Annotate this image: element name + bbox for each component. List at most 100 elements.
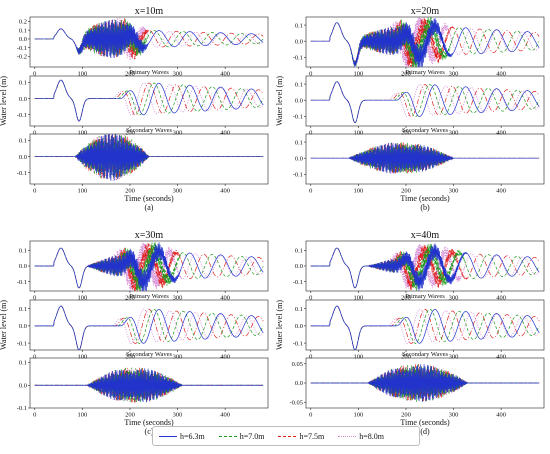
y-tick-label: 0.2 [19,19,27,26]
x-tick-label: 400 [496,354,506,361]
x-tick-label: 200 [125,71,135,78]
x-tick-label: 300 [449,295,459,302]
subplot-b-2: Secondary Waves -0.1 0.0 0.1 0 100 200 300 400 [293,127,545,195]
series-line-h=8.0m [310,305,540,350]
panel-caption: (d) [420,427,430,436]
series-line-h=6.3m [310,17,540,67]
panel-title: x=40m [411,230,440,241]
y-tick-label: 0.1 [295,139,303,146]
subplot-a-1: Primary Waves -0.1 0.0 0.1 0 100 200 300 400 [17,69,269,137]
x-tick-label: 400 [220,412,230,419]
x-tick-label: 0 [33,295,36,302]
legend-label: h=7.5m [299,431,325,441]
y-tick-label: -0.1 [293,114,303,121]
legend-item-h75: h=7.5m [278,432,324,441]
subplot-c-0: -0.1 0.0 0.1 0 100 200 300 400 [17,240,269,302]
x-tick-label: 400 [496,71,506,78]
subplot-label: Primary Waves [129,293,169,300]
legend: h=6.3m h=7.0m h=7.5m h=8.0m [152,426,420,446]
x-tick-label: 200 [401,130,411,137]
panel-title: x=10m [135,6,164,17]
x-tick-label: 0 [309,188,312,195]
x-axis-label: Time (seconds) [400,194,450,203]
x-axis-label: Time (seconds) [124,194,174,203]
subplot-label: Secondary Waves [402,127,449,134]
x-tick-label: 0 [33,188,36,195]
y-tick-label: 0.1 [19,306,27,313]
panel-a: x=10m-0.2-0.10.00.10.20 100 200 300 400Prima… [0,6,269,212]
series-line-h=6.3m [34,134,264,181]
panel-caption: (c) [145,427,154,436]
x-tick-label: 300 [173,295,183,302]
plot-frame [305,299,545,351]
subplot-d-1: Primary Waves -0.1 0.0 0.1 0 100 200 300 400 [293,293,545,361]
subplot-label: Primary Waves [129,69,169,76]
legend-swatch [278,435,297,437]
y-tick-label: 0.1 [19,138,27,145]
legend-label: h=8.0m [359,431,384,441]
subplot-label: Secondary Waves [126,127,173,134]
panel-caption: (b) [420,203,430,212]
y-tick-label: 0.0 [295,263,303,270]
subplot-d-2: Secondary Waves -0.05 0.0 0.05 0 100 200 300 400 [289,351,545,419]
y-tick-label: -0.1 [17,45,27,52]
subplot-c-2: Secondary Waves -0.1 0.0 0.1 0 100 200 300 400 [17,351,269,419]
subplot-b-1: Primary Waves -0.1 0.0 0.1 0 100 200 300 400 [293,69,545,137]
plot-frame [305,75,545,127]
series-line-h=7.5m [34,18,264,60]
x-tick-label: 300 [173,412,183,419]
y-tick-label: 0.1 [19,27,27,34]
x-axis-label: Time (seconds) [400,418,450,427]
x-tick-label: 300 [173,71,183,78]
x-tick-label: 100 [77,71,87,78]
x-tick-label: 300 [173,130,183,137]
x-tick-label: 100 [77,188,87,195]
series-line-h=6.3m [34,19,264,59]
x-tick-label: 100 [77,412,87,419]
panel-title: x=20m [411,6,440,17]
y-tick-label: 0.0 [19,96,27,103]
y-axis-label: Water level (m) [0,300,8,350]
y-tick-label: 0.1 [19,360,27,367]
y-tick-label: 0.0 [19,154,27,161]
series-line-h=7.0m [34,134,264,180]
panel-c: x=30m -0.1 0.0 0.1 0 100 200 300 400 Primary Wave… [0,230,269,436]
panel-title: x=30m [135,230,164,241]
legend-label: h=7.0m [239,431,265,441]
y-tick-label: -0.05 [289,399,303,406]
y-tick-label: 0.0 [19,323,27,330]
y-tick-label: -0.1 [17,340,27,347]
x-tick-label: 100 [353,295,363,302]
y-tick-label: 0.0 [295,97,303,104]
legend-swatch [218,435,237,437]
plot-frame [305,133,545,185]
subplot-a-0: -0.2 -0.1 0.0 0.10.2 0 100 200 300 400 [17,16,269,78]
x-tick-label: 300 [449,354,459,361]
legend-label: h=6.3m [180,431,205,441]
y-tick-label: -0.1 [293,55,303,62]
x-tick-label: 100 [353,354,363,361]
x-tick-label: 0 [33,354,36,361]
y-tick-label: 0.0 [295,38,303,45]
x-tick-label: 100 [77,130,87,137]
subplot-c-1: Primary Waves -0.1 0.0 0.1 0 100 200 300 400 [17,293,269,361]
x-tick-label: 0 [309,71,312,78]
x-axis-label: Time (seconds) [124,418,174,427]
y-tick-label: -0.1 [17,112,27,119]
series-line-h=6.3m [310,364,540,402]
y-tick-label: -0.1 [293,172,303,179]
series-line-h=6.3m [34,242,264,291]
x-tick-label: 200 [125,412,135,419]
y-tick-label: 0.0 [19,382,27,389]
x-tick-label: 400 [496,412,506,419]
x-tick-label: 400 [220,71,230,78]
series-line-h=6.3m [310,81,540,124]
x-tick-label: 200 [125,188,135,195]
x-tick-label: 400 [496,130,506,137]
x-tick-label: 400 [496,295,506,302]
subplot-b-0: -0.1 0.0 0.1 0 100 200 300 400 [293,16,545,78]
x-tick-label: 200 [401,354,411,361]
